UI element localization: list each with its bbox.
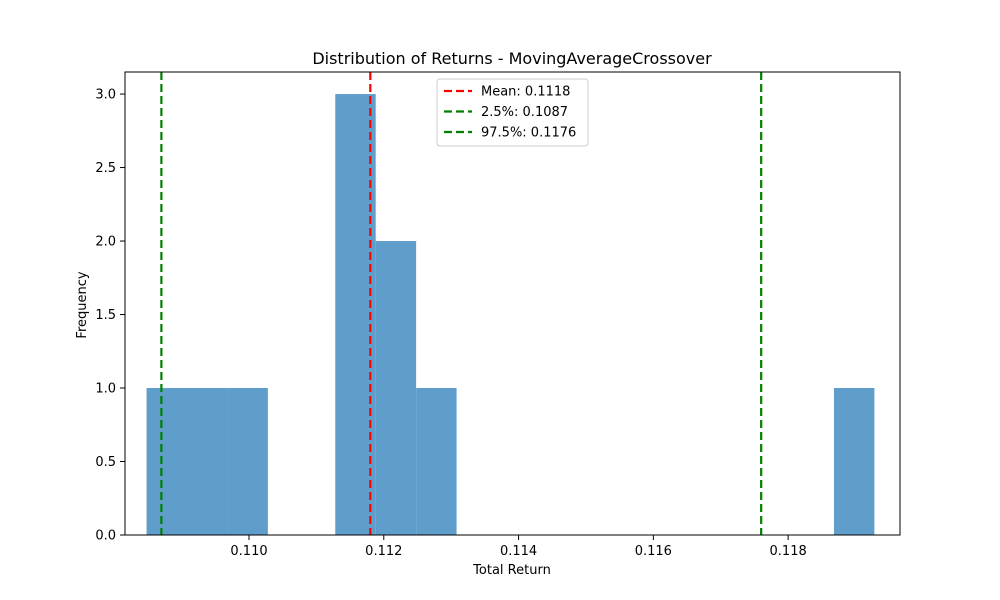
y-tick-label-4: 2.0 xyxy=(95,235,116,250)
histogram-bar-0 xyxy=(146,388,187,535)
y-tick-label-6: 3.0 xyxy=(95,88,116,103)
y-tick-label-1: 0.5 xyxy=(95,455,116,470)
legend-label-1: 2.5%: 0.1087 xyxy=(481,105,568,120)
y-axis-ticks: 0.0 0.5 1.0 1.5 2.0 2.5 3.0 xyxy=(95,88,125,544)
histogram-bar-3 xyxy=(335,94,376,536)
plot-area-frame xyxy=(124,71,901,536)
x-tick-label-2: 0.114 xyxy=(500,544,537,559)
y-tick-label-0: 0.0 xyxy=(95,529,116,544)
legend: Mean: 0.1118 2.5%: 0.1087 97.5%: 0.1176 xyxy=(436,78,589,147)
histogram-bar-2 xyxy=(227,388,268,535)
histogram-bar-1 xyxy=(187,388,228,535)
y-tick-label-2: 1.0 xyxy=(95,382,116,397)
x-axis-label: Total Return xyxy=(472,563,551,578)
y-tick-label-5: 2.5 xyxy=(95,161,116,176)
x-tick-label-4: 0.118 xyxy=(770,544,807,559)
x-tick-label-1: 0.112 xyxy=(365,544,402,559)
y-axis-label: Frequency xyxy=(75,271,90,338)
x-axis-ticks: 0.110 0.112 0.114 0.116 0.118 xyxy=(230,535,807,559)
histogram-bar-4 xyxy=(375,241,417,536)
x-tick-label-3: 0.116 xyxy=(635,544,672,559)
chart-title: Distribution of Returns - MovingAverageC… xyxy=(312,49,712,68)
reference-lines xyxy=(160,72,763,535)
legend-label-2: 97.5%: 0.1176 xyxy=(481,126,576,141)
histogram-bar-5 xyxy=(416,388,457,535)
histogram-bar-6 xyxy=(833,388,875,535)
x-tick-label-0: 0.110 xyxy=(230,544,267,559)
bars-layer xyxy=(146,94,875,536)
legend-label-0: Mean: 0.1118 xyxy=(481,85,570,100)
y-tick-label-3: 1.5 xyxy=(95,308,116,323)
legend-box xyxy=(436,78,589,147)
